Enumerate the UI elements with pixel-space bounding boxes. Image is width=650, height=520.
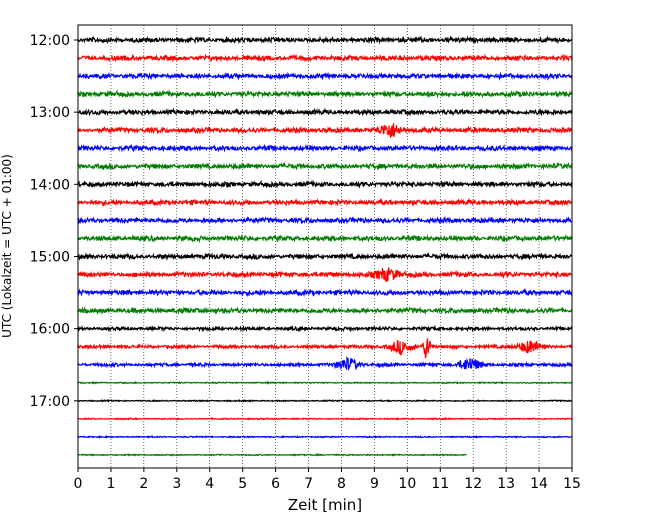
- x-tick-label-15: 15: [563, 476, 581, 492]
- x-tick-label-8: 8: [337, 476, 346, 492]
- trace-1545: [77, 306, 573, 316]
- y-tick-label-17:00: 17:00: [30, 394, 70, 410]
- trace-1530: [77, 287, 573, 298]
- grid-lines: [110, 25, 540, 468]
- trace-1230: [77, 71, 573, 81]
- y-tick-label-12:00: 12:00: [30, 33, 70, 49]
- x-tick-label-10: 10: [398, 476, 416, 492]
- x-tick-label-0: 0: [74, 476, 83, 492]
- trace-1600: [77, 324, 573, 333]
- x-tick-label-1: 1: [106, 476, 115, 492]
- x-tick-label-7: 7: [304, 476, 313, 492]
- trace-1715: [77, 416, 573, 421]
- trace-1500: [77, 252, 573, 262]
- trace-1630: [77, 355, 573, 372]
- trace-1300: [77, 107, 573, 117]
- x-tick-label-3: 3: [172, 476, 181, 492]
- trace-1200: [77, 35, 573, 45]
- trace-1400: [77, 179, 573, 189]
- x-tick-label-4: 4: [205, 476, 214, 492]
- y-tick-label-14:00: 14:00: [30, 177, 70, 193]
- trace-1645: [77, 380, 573, 385]
- x-tick-label-5: 5: [238, 476, 247, 492]
- y-tick-label-16:00: 16:00: [30, 322, 70, 338]
- trace-group: [77, 35, 573, 457]
- trace-1745: [77, 453, 467, 457]
- x-tick-label-6: 6: [271, 476, 280, 492]
- trace-1515: [77, 267, 573, 282]
- x-tick-label-2: 2: [139, 476, 148, 492]
- trace-1430: [77, 215, 573, 225]
- trace-1445: [77, 234, 573, 244]
- y-tick-label-15:00: 15:00: [30, 249, 70, 265]
- trace-1730: [77, 434, 573, 439]
- y-axis-ticks: 12:00 13:00 14:00 15:00 16:00 17:00: [30, 33, 78, 410]
- x-tick-label-14: 14: [530, 476, 548, 492]
- plot-frame: [77, 24, 573, 469]
- trace-1700: [77, 398, 573, 403]
- x-tick-label-9: 9: [370, 476, 379, 492]
- trace-1345: [77, 161, 573, 171]
- x-tick-label-13: 13: [497, 476, 515, 492]
- x-axis-label: Zeit [min]: [288, 496, 362, 514]
- trace-1415: [77, 197, 573, 207]
- trace-1215: [77, 53, 573, 63]
- trace-1315: [77, 123, 573, 138]
- trace-1615: [77, 338, 573, 359]
- x-tick-label-12: 12: [464, 476, 482, 492]
- trace-1330: [77, 143, 573, 153]
- y-tick-label-13:00: 13:00: [30, 105, 70, 121]
- trace-1245: [77, 89, 573, 99]
- x-axis-ticks: 0 1 2 3 4 5 6 7 8 9 10 11 12 13 14 15: [74, 468, 581, 492]
- y-axis-label: UTC (Lokalzeit = UTC + 01:00): [0, 154, 14, 338]
- x-tick-label-11: 11: [431, 476, 449, 492]
